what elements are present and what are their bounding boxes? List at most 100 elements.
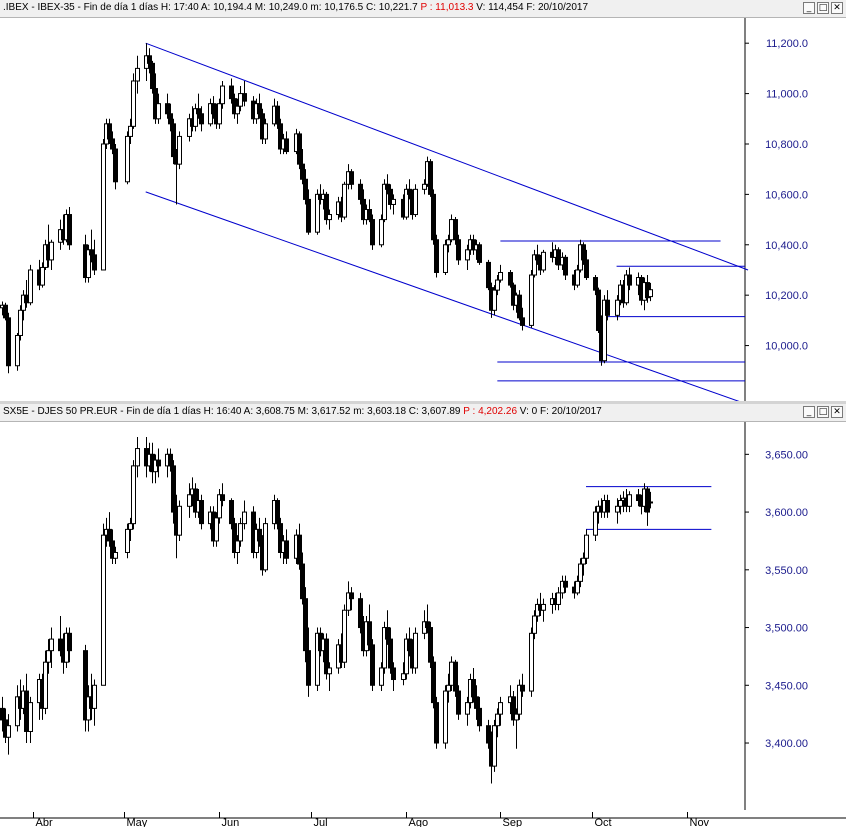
candle-body-up [263,523,268,571]
ibex-panel: .IBEX - IBEX-35 - Fin de día 1 días H: 1… [0,0,846,401]
ibex-p-value: P : 11,013.3 [420,2,477,13]
price-tick-label: 3,600.00 [765,507,808,519]
candle-body-down [220,494,225,502]
ibex-title: .IBEX - IBEX-35 - Fin de día 1 días H: 1… [3,2,588,13]
price-tick-label: 10,000.0 [765,341,808,353]
candle-body-up [125,135,130,183]
candle-body-down [581,244,586,261]
candle-body-down [150,62,155,90]
candle-body-up [532,615,537,634]
candle-body-up [125,528,130,553]
candle-body-down [229,500,234,525]
month-tick-label: Oct [595,817,612,827]
candle-body-up [465,702,470,715]
candle-body-up [593,511,598,536]
price-tick-label: 3,650.00 [765,449,808,461]
candle-body-down [385,627,390,640]
candle-body-down [0,707,5,721]
candle-body-up [135,448,140,467]
candle-body-down [511,696,516,721]
candle-body-up [177,505,182,536]
sx5e-candlestick-chart[interactable]: 3,400.00 3,450.00 3,500.00 3,550.00 3,600.00… [0,422,846,827]
candle-body-up [49,638,54,652]
candle-body-down [156,459,161,467]
candle-body-up [541,251,546,271]
candle-body-down [453,661,458,692]
ibex-title-prefix: .IBEX - IBEX-35 - Fin de día 1 días H: 1… [3,2,421,13]
candle-body-up [263,123,268,140]
candle-body-down [627,274,632,286]
candle-body-down [107,123,112,140]
candle-body-down [199,500,204,525]
candle-body-down [300,163,305,180]
candle-body-down [232,523,237,553]
candle-body-down [407,188,412,195]
candle-body-up [584,534,589,559]
candle-body-down [303,178,308,200]
candle-body-down [477,244,482,263]
candle-body-down [306,198,311,233]
sx5e-title-bar[interactable]: SX5E - DJES 50 PR.EUR - Fin de día 1 día… [0,404,846,422]
candle-body-down [242,93,247,102]
candle-body-down [275,105,280,125]
candle-body-down [300,563,305,600]
candle-body-up [315,632,320,686]
candle-body-down [367,209,372,221]
minimize-button[interactable]: _ [803,406,815,418]
month-tick-label: Jun [222,817,240,827]
candle-body-up [315,193,320,233]
trend-channel-line [145,191,740,401]
candle-body-down [171,465,176,513]
panel-divider[interactable] [0,401,846,404]
candle-body-down [486,725,491,744]
candle-body-down [297,534,302,565]
candle-body-up [327,214,332,221]
candle-body-up [28,702,33,732]
candle-body-up [514,713,519,721]
candle-body-down [165,103,170,115]
candle-body-down [83,650,88,721]
month-tick-label: May [127,817,148,827]
candle-body-up [465,249,470,261]
candle-body-down [211,103,216,115]
price-tick-label: 3,550.00 [765,565,808,577]
candle-body-up [238,523,243,542]
candle-body-up [443,244,448,273]
candle-body-up [446,239,451,246]
candle-body-down [605,299,610,316]
candle-body-down [605,500,610,513]
candle-body-up [449,661,454,686]
candle-body-up [43,661,48,709]
candle-body-up [627,494,632,507]
candle-body-up [131,80,136,127]
candle-body-down [306,650,311,686]
price-tick-label: 10,400.0 [765,240,808,252]
candle-body-down [508,271,513,286]
month-tick-label: Nov [690,817,710,827]
candle-body-up [15,696,20,727]
candle-body-down [358,183,363,200]
minimize-button[interactable]: _ [803,2,815,14]
candle-body-down [370,644,375,686]
month-tick-label: Ago [409,817,429,827]
candle-body-down [596,289,601,331]
price-tick-label: 3,500.00 [765,623,808,635]
candle-body-up [404,188,409,218]
candle-body-up [128,523,133,530]
close-button[interactable]: ✕ [831,2,843,14]
candle-body-down [388,638,393,669]
candle-body-up [18,309,23,336]
ibex-candlestick-chart[interactable]: 10,000.0 10,200.0 10,400.0 10,600.0 10,800.0… [0,18,846,401]
candle-body-down [391,667,396,681]
maximize-button[interactable]: □ [817,406,829,418]
ibex-title-bar[interactable]: .IBEX - IBEX-35 - Fin de día 1 días H: 1… [0,0,846,18]
maximize-button[interactable]: □ [817,2,829,14]
candle-body-up [413,188,418,216]
close-button[interactable]: ✕ [831,406,843,418]
candle-body-up [342,609,347,663]
candle-body-down [168,113,173,125]
candle-body-down [284,540,289,559]
candle-body-down [110,138,115,150]
candle-body-down [113,148,118,183]
candle-body-up [92,684,97,709]
